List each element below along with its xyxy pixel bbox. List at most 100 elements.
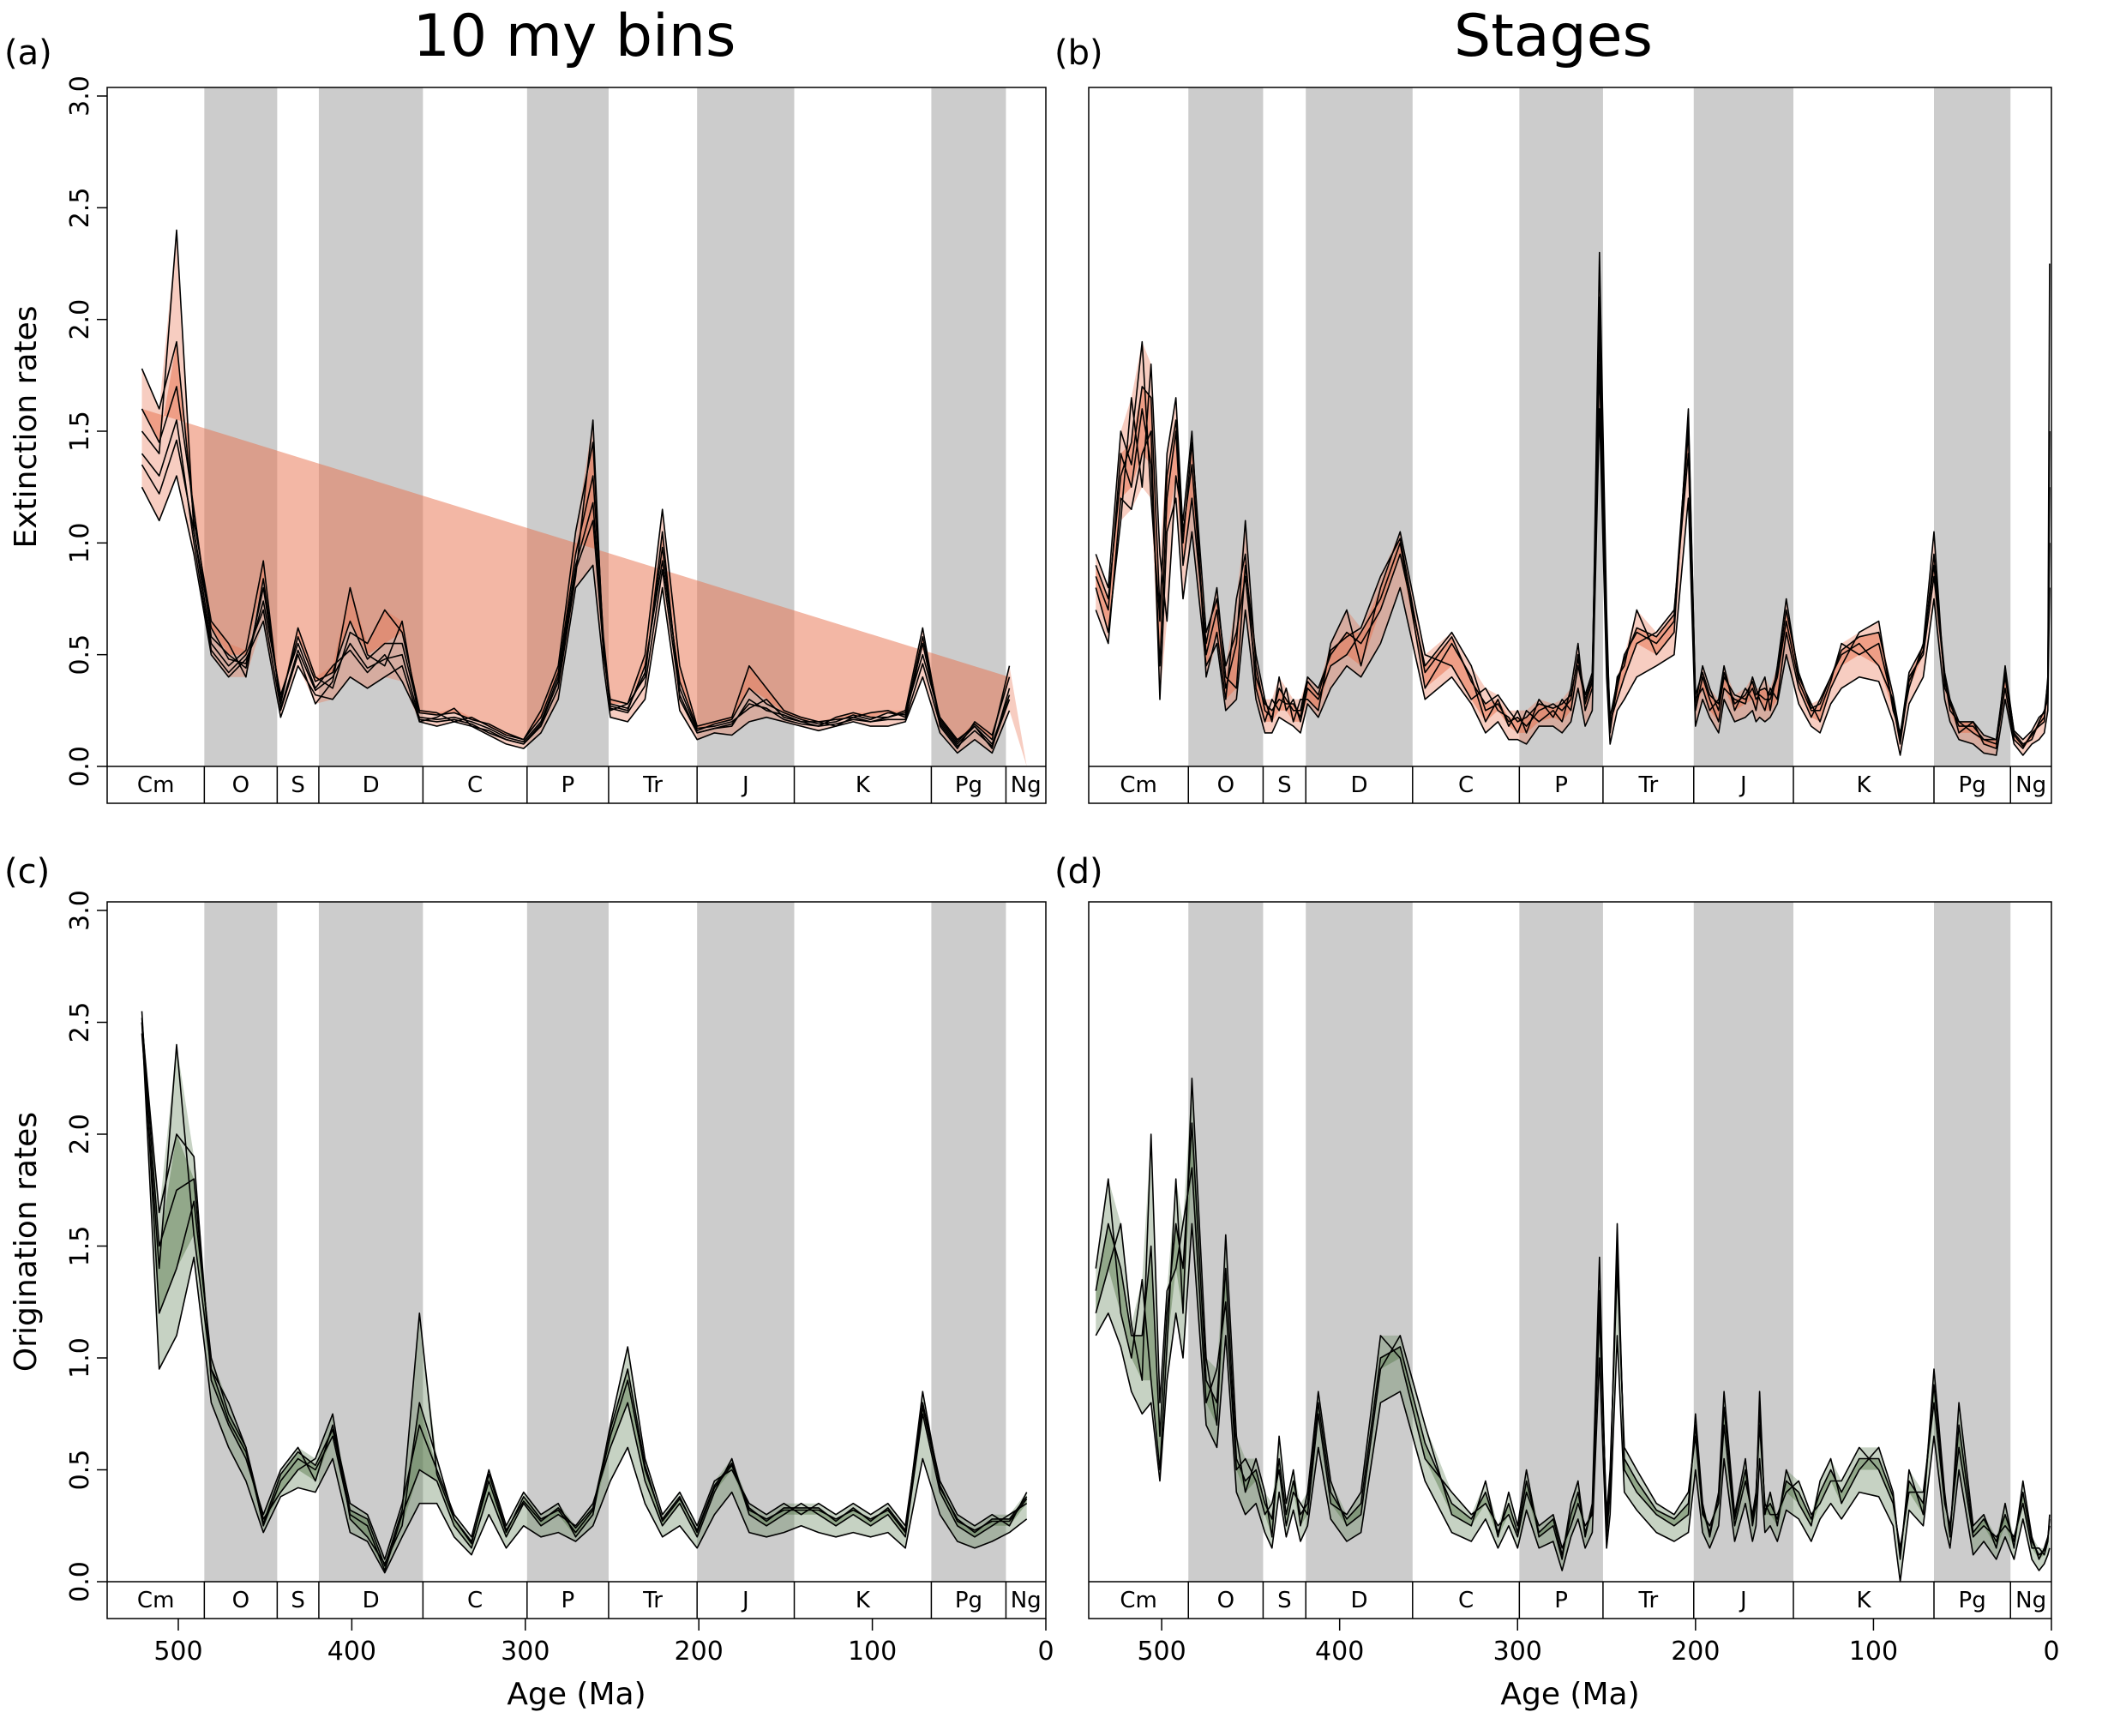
y-tick-label: 2.0	[65, 299, 95, 340]
y-tick-label: 1.0	[65, 1337, 95, 1379]
series-line-3	[1095, 1122, 2051, 1556]
plot-frame	[1088, 87, 2052, 804]
period-label-P: P	[1554, 1588, 1568, 1613]
period-label-D: D	[1351, 772, 1368, 798]
x-tick-label: 400	[1315, 1637, 1364, 1667]
period-label-Pg: Pg	[955, 772, 982, 798]
period-shade-J	[1693, 87, 1794, 766]
period-label-Pg: Pg	[1959, 1588, 1986, 1613]
period-label-Cm: Cm	[1120, 772, 1156, 798]
period-label-Ng: Ng	[1011, 1588, 1042, 1613]
panel-b: Cm O S D C P Tr J K Pg Ng (b)	[1054, 33, 2052, 804]
plot-frame	[106, 87, 1047, 804]
core-envelope	[141, 341, 1010, 742]
period-label-K: K	[856, 772, 871, 798]
period-label-O: O	[232, 1588, 249, 1613]
y-tick-label: 1.5	[65, 1226, 95, 1267]
column-title-stages: Stages	[1454, 3, 1653, 70]
x-axis-title: Age (Ma)	[507, 1677, 646, 1712]
x-tick-label: 100	[1849, 1637, 1898, 1667]
period-label-K: K	[1856, 772, 1871, 798]
panel-letter: (b)	[1054, 33, 1103, 73]
x-tick-label: 0	[1037, 1637, 1054, 1667]
y-tick-label: 2.5	[65, 187, 95, 228]
period-label-S: S	[291, 1588, 305, 1613]
period-label-Tr: Tr	[642, 772, 663, 798]
series-line-1	[141, 1011, 1028, 1571]
period-label-O: O	[1217, 772, 1234, 798]
panel-letter: (d)	[1054, 852, 1103, 892]
x-tick-label: 400	[327, 1637, 376, 1667]
period-label-P: P	[1554, 772, 1568, 798]
series-line-2	[141, 1022, 1028, 1560]
plot-frame	[106, 901, 1047, 1619]
plot-frame	[1088, 901, 2052, 1619]
period-label-J: J	[1739, 772, 1747, 798]
panel-letter: (c)	[4, 852, 50, 892]
x-tick-label: 500	[1137, 1637, 1186, 1667]
period-label-Pg: Pg	[955, 1588, 982, 1613]
y-tick-label: 3.0	[65, 890, 95, 931]
panel-d: Cm O S D C P Tr J K Pg Ng (d) 500 400 300 200 100 0 Age (M…	[1054, 852, 2060, 1712]
x-tick-label: 300	[501, 1637, 550, 1667]
period-shade-Pg	[1933, 902, 2011, 1582]
period-label-O: O	[1217, 1588, 1234, 1613]
period-shade-P	[1519, 87, 1603, 766]
core-envelope	[1096, 1123, 2050, 1559]
period-label-S: S	[291, 772, 305, 798]
period-shade-D	[1306, 902, 1413, 1582]
period-label-K: K	[1856, 1588, 1871, 1613]
period-shade-O	[204, 902, 278, 1582]
y-axis-title: Origination rates	[9, 1112, 44, 1372]
period-label-C: C	[1458, 1588, 1474, 1613]
series-line-5	[141, 1018, 1028, 1567]
period-label-J: J	[741, 1588, 749, 1613]
period-label-Tr: Tr	[642, 1588, 663, 1613]
panel-a: Cm O S D C P Tr J K Pg Ng (a) 0.0 0.5 1.0 1.5 2.0 2.5 3.0 E…	[4, 33, 1047, 804]
period-label-S: S	[1277, 1588, 1292, 1613]
y-tick-label: 0.5	[65, 634, 95, 676]
period-label-D: D	[363, 1588, 380, 1613]
period-label-Cm: Cm	[137, 1588, 174, 1613]
x-tick-label: 500	[153, 1637, 202, 1667]
panel-c: Cm O S D C P Tr J K Pg Ng (c) 0.0 0.5 1.0 1.5 2.0 2.5 3.0 O…	[4, 852, 1054, 1712]
y-tick-label: 1.0	[65, 522, 95, 563]
period-shade-Pg	[931, 87, 1006, 766]
y-axis-title: Extinction rates	[9, 305, 44, 548]
y-tick-label: 0.0	[65, 1561, 95, 1602]
x-tick-label: 200	[1671, 1637, 1720, 1667]
y-tick-label: 3.0	[65, 75, 95, 117]
period-label-Pg: Pg	[1959, 772, 1986, 798]
period-label-Tr: Tr	[1637, 772, 1658, 798]
series-line-5	[141, 386, 1011, 743]
x-tick-label: 200	[675, 1637, 724, 1667]
period-label-J: J	[741, 772, 749, 798]
period-label-C: C	[1458, 772, 1474, 798]
period-label-D: D	[363, 772, 380, 798]
period-label-C: C	[467, 772, 483, 798]
period-label-C: C	[467, 1588, 483, 1613]
period-shade-P	[526, 902, 609, 1582]
y-tick-label: 2.0	[65, 1114, 95, 1155]
x-tick-label: 300	[1493, 1637, 1542, 1667]
period-label-Tr: Tr	[1637, 1588, 1658, 1613]
y-tick-label: 2.5	[65, 1002, 95, 1043]
period-shade-P	[1519, 902, 1603, 1582]
period-label-Cm: Cm	[137, 772, 174, 798]
period-shade-Pg	[931, 902, 1006, 1582]
y-tick-label: 1.5	[65, 411, 95, 452]
series-line-4	[1095, 408, 2051, 756]
period-label-P: P	[562, 1588, 575, 1613]
period-label-P: P	[562, 772, 575, 798]
period-shade-Pg	[1933, 87, 2011, 766]
period-label-O: O	[232, 772, 249, 798]
period-label-D: D	[1351, 1588, 1368, 1613]
period-label-S: S	[1277, 772, 1292, 798]
series-line-4	[1095, 1222, 2051, 1583]
series-line-3	[141, 229, 1011, 749]
series-line-6	[141, 419, 1011, 748]
period-label-J: J	[1739, 1588, 1747, 1613]
series-line-4	[141, 1022, 1028, 1574]
panel-letter: (a)	[4, 33, 52, 73]
